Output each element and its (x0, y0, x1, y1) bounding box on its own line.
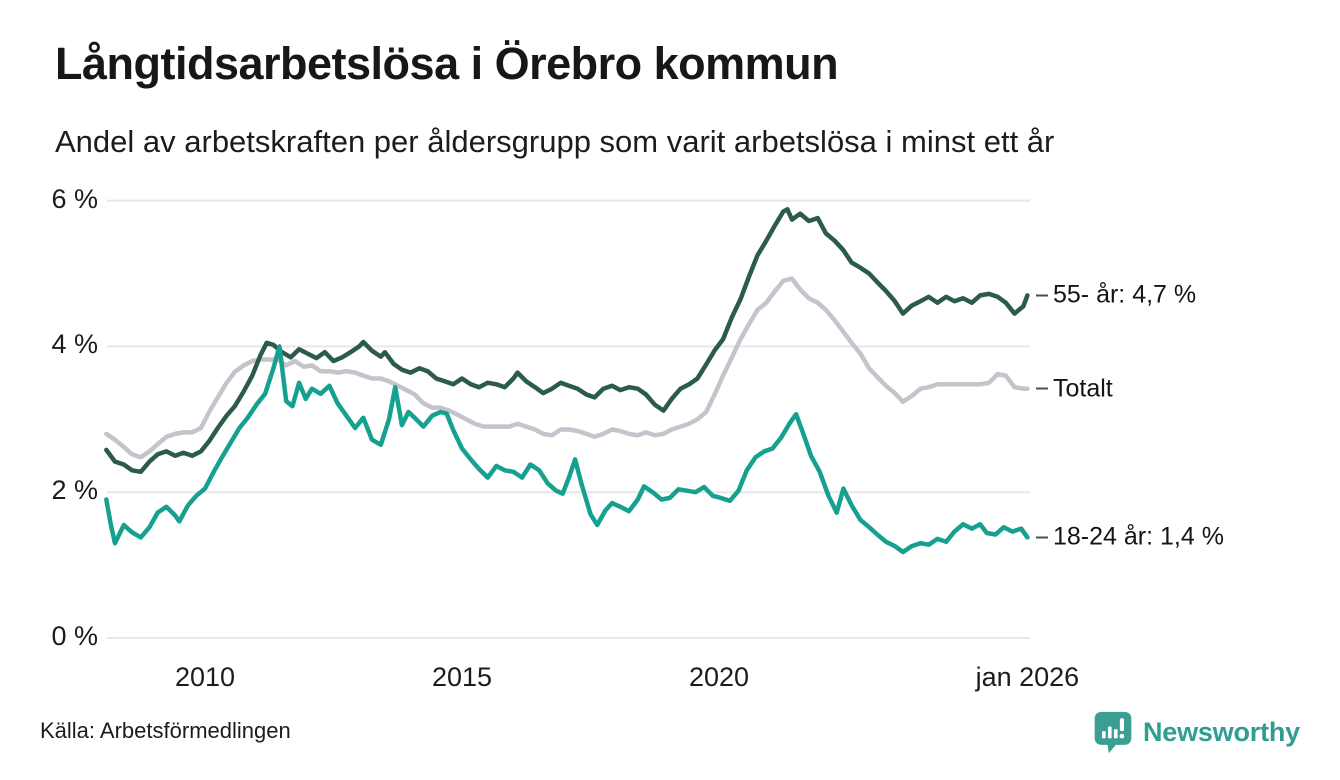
end-label-tick (1036, 387, 1048, 390)
end-label-tick (1036, 536, 1048, 539)
end-label-text: 55- år: 4,7 % (1053, 280, 1197, 309)
chart-subtitle: Andel av arbetskraften per åldersgrupp s… (55, 124, 1055, 159)
end-label-55- år: 55- år: 4,7 % (1036, 281, 1196, 310)
source-attribution: Källa: Arbetsförmedlingen (40, 718, 291, 743)
gridlines (107, 199, 1030, 639)
brand-logo: Newsworthy (1091, 708, 1300, 756)
end-label-text: Totalt (1053, 374, 1113, 403)
series-line-18-24 år (104, 344, 1030, 555)
y-tick-label-4: 4 % (51, 329, 98, 360)
x-tick-label-2020: 2020 (688, 662, 750, 692)
x-tick-label-2026: jan 2026 (975, 662, 1080, 692)
x-tick-label-2010: 2010 (174, 662, 236, 692)
page-title: Långtidsarbetslösa i Örebro kommun (55, 38, 839, 89)
brand-name: Newsworthy (1142, 716, 1300, 747)
series-lines (104, 207, 1030, 555)
newsworthy-chart-bubble-icon (1094, 711, 1132, 754)
end-label-18-24 år: 18-24 år: 1,4 % (1036, 523, 1224, 552)
y-tick-label-2: 2 % (51, 475, 98, 506)
end-label-tick (1036, 294, 1048, 297)
series-line-Totalt (104, 276, 1030, 460)
y-tick-label-0: 0 % (51, 621, 98, 651)
y-tick-label-6: 6 % (51, 183, 98, 214)
x-tick-label-2015: 2015 (431, 662, 493, 692)
series-line-55- år (104, 207, 1030, 475)
end-label-Totalt: Totalt (1036, 374, 1113, 403)
end-label-text: 18-24 år: 1,4 % (1053, 522, 1224, 551)
